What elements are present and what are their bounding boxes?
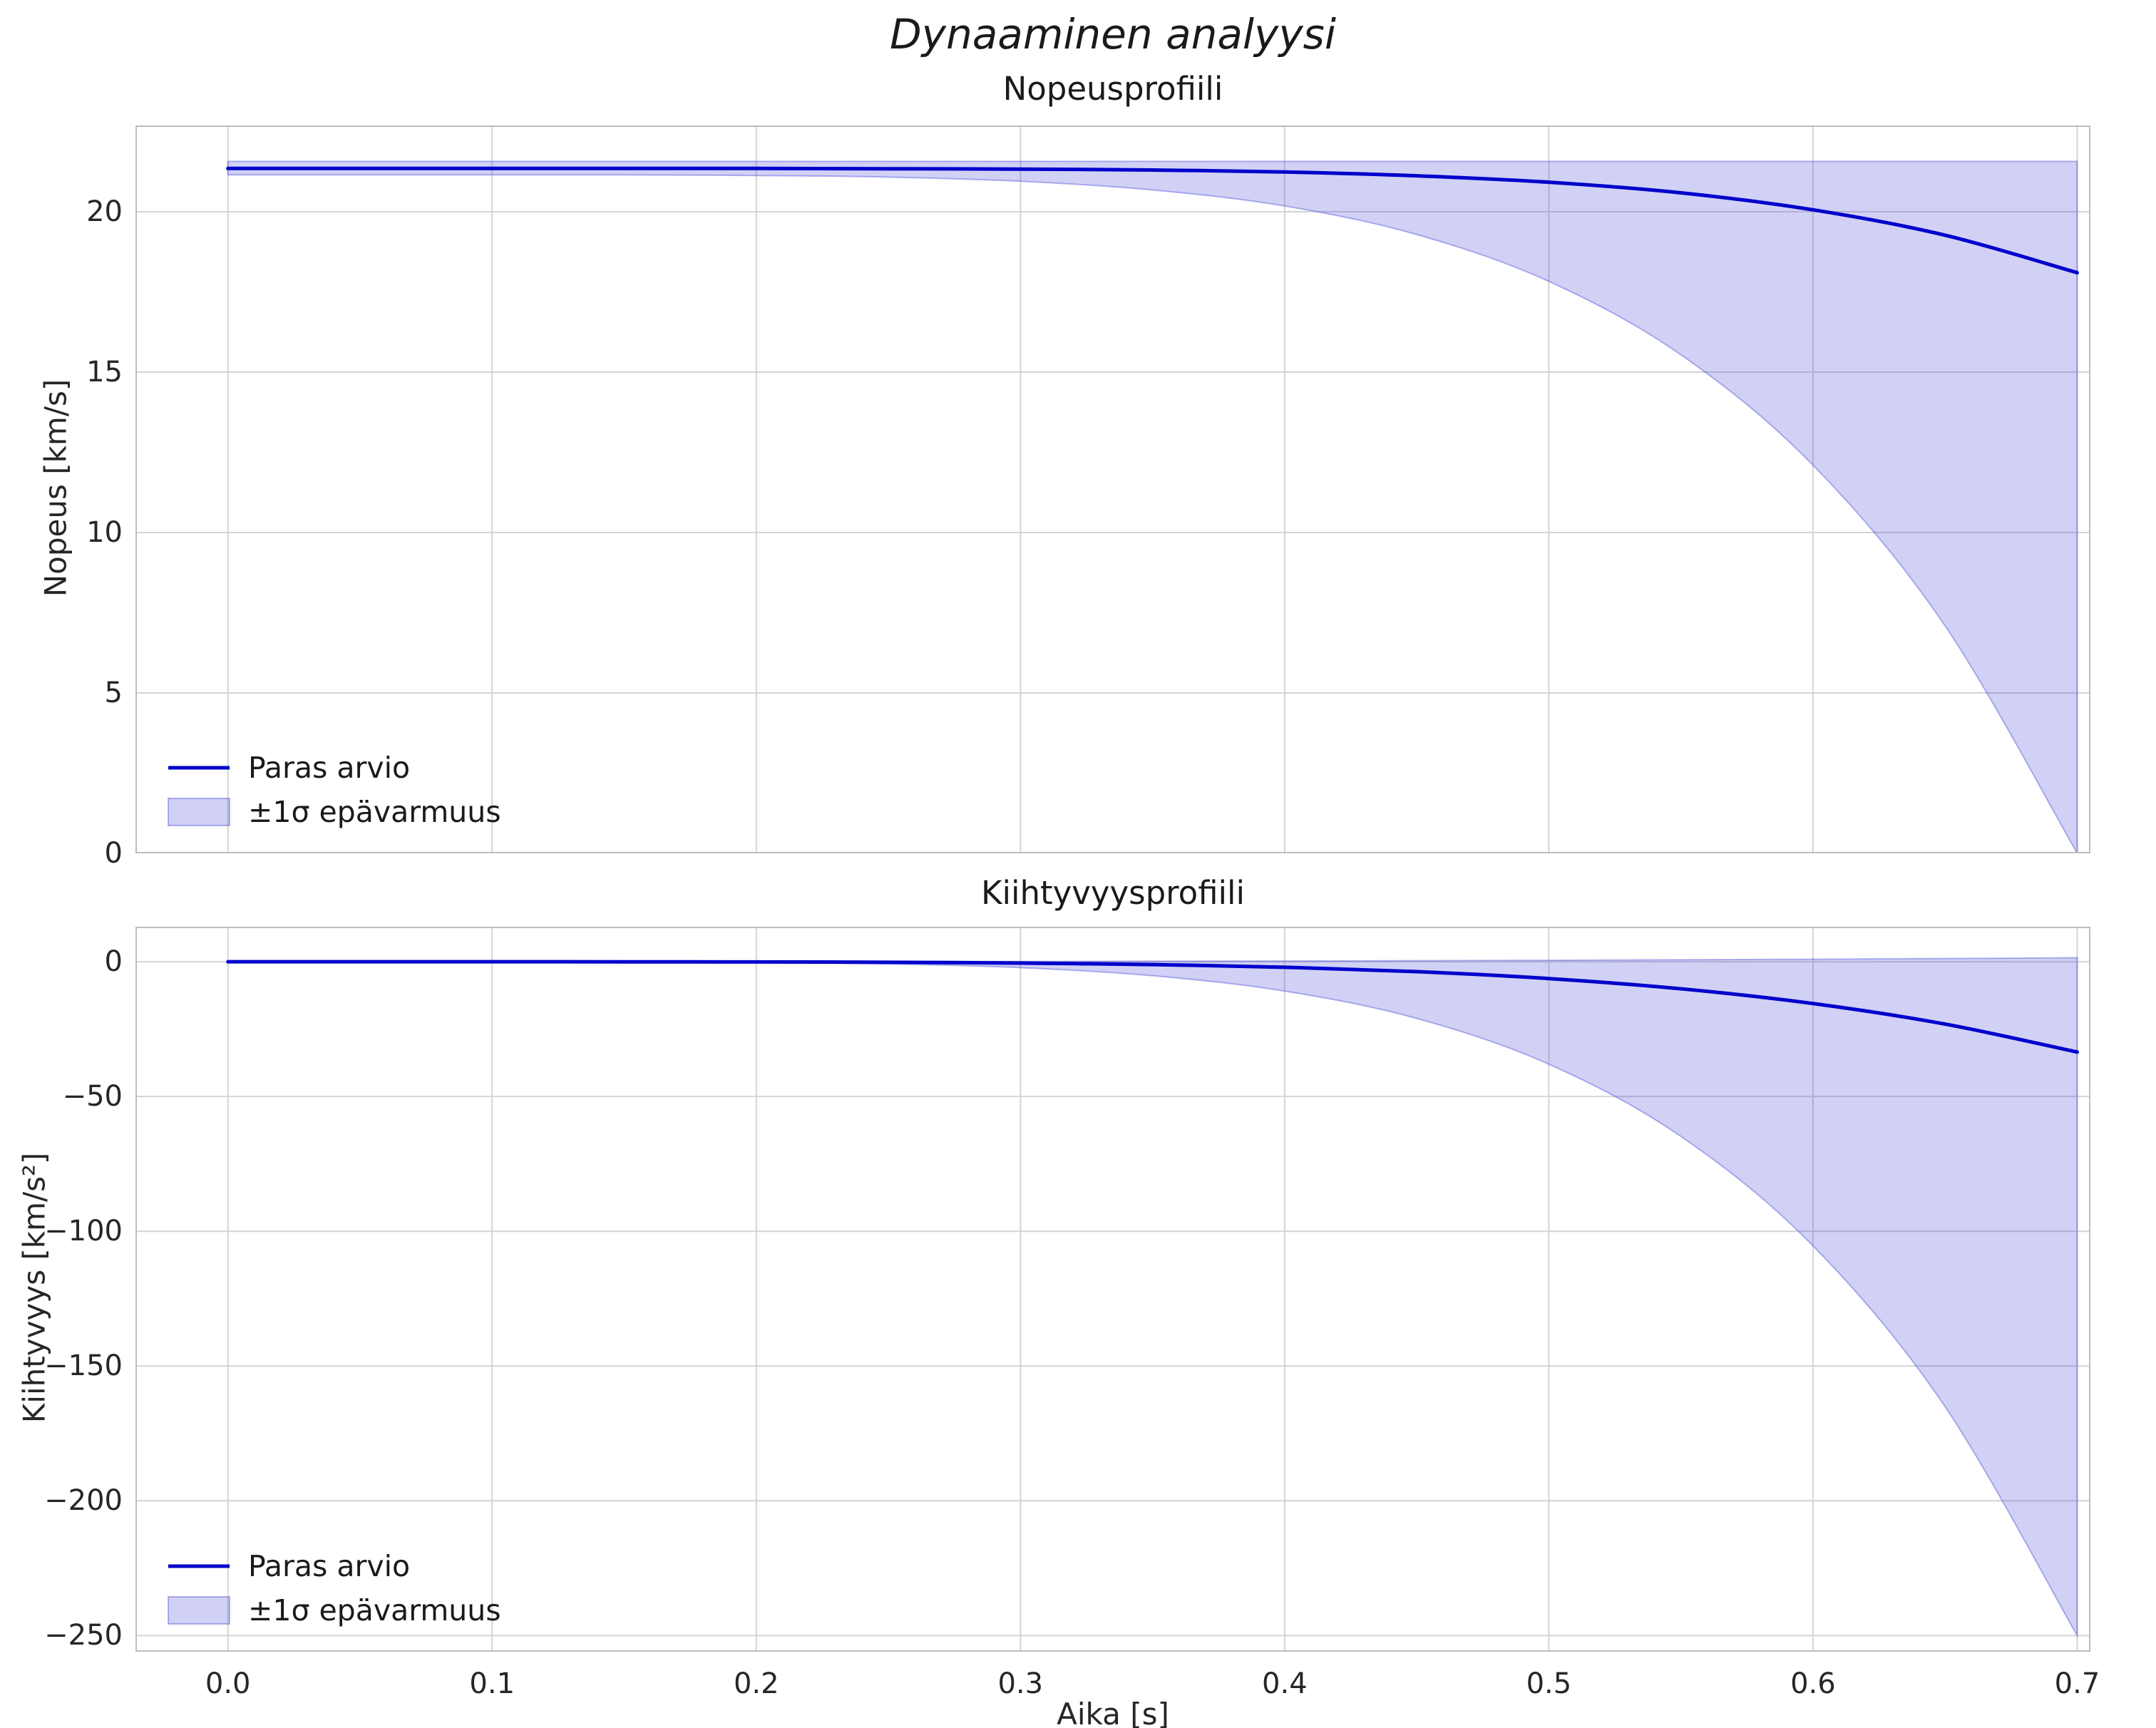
x-tick-label: 0.3	[997, 1667, 1044, 1700]
legend-band-swatch	[168, 798, 230, 826]
y-tick-label: −100	[44, 1215, 123, 1248]
legend-line-label: Paras arvio	[248, 751, 410, 785]
figure-title: Dynaaminen analyysi	[889, 10, 1337, 58]
legend-band-label: ±1σ epävarmuus	[248, 795, 501, 829]
x-tick-label: 0.5	[1526, 1667, 1572, 1700]
subplot-title-velocity: Nopeusprofiili	[1002, 70, 1223, 108]
y-tick-label: −200	[44, 1484, 123, 1518]
y-tick-label: 20	[86, 195, 123, 229]
x-axis-label: Aika [s]	[1057, 1697, 1169, 1728]
y-tick-label: 5	[104, 677, 123, 709]
acceleration-plot: Paras arvio ±1σ epävarmuus	[135, 927, 2090, 1652]
x-tick-label: 0.1	[469, 1667, 515, 1700]
y-tick-label: 10	[86, 516, 123, 550]
x-tick-label: 0.6	[1790, 1667, 1836, 1700]
y-tick-label: 15	[86, 356, 123, 389]
x-tick-label: 0.7	[2054, 1667, 2100, 1700]
y-tick-label: 0	[104, 945, 123, 979]
velocity-plot: Paras arvio ±1σ epävarmuus	[135, 125, 2090, 853]
y-tick-label: 0	[104, 837, 123, 870]
x-tick-label: 0.4	[1262, 1667, 1308, 1700]
legend: Paras arvio ±1σ epävarmuus	[168, 751, 501, 829]
axes-frame	[135, 927, 2090, 1652]
uncertainty-band	[227, 957, 2078, 1639]
grid	[135, 927, 2090, 1652]
legend-band-label: ±1σ epävarmuus	[248, 1593, 501, 1627]
axes-frame	[135, 125, 2090, 853]
y-tick-label: −150	[44, 1349, 123, 1383]
subplot-title-acceleration: Kiihtyvyysprofiili	[980, 874, 1246, 912]
uncertainty-band	[227, 160, 2078, 853]
legend-line-label: Paras arvio	[248, 1549, 410, 1583]
legend: Paras arvio ±1σ epävarmuus	[168, 1549, 501, 1627]
grid	[135, 125, 2090, 853]
best-estimate-line	[226, 166, 2079, 275]
y-tick-label: −50	[62, 1080, 123, 1114]
y-tick-label: −250	[44, 1619, 123, 1652]
x-tick-label: 0.2	[733, 1667, 779, 1700]
legend-band-swatch	[168, 1596, 230, 1625]
x-tick-label: 0.0	[205, 1667, 251, 1700]
best-estimate-line	[226, 960, 2079, 1054]
